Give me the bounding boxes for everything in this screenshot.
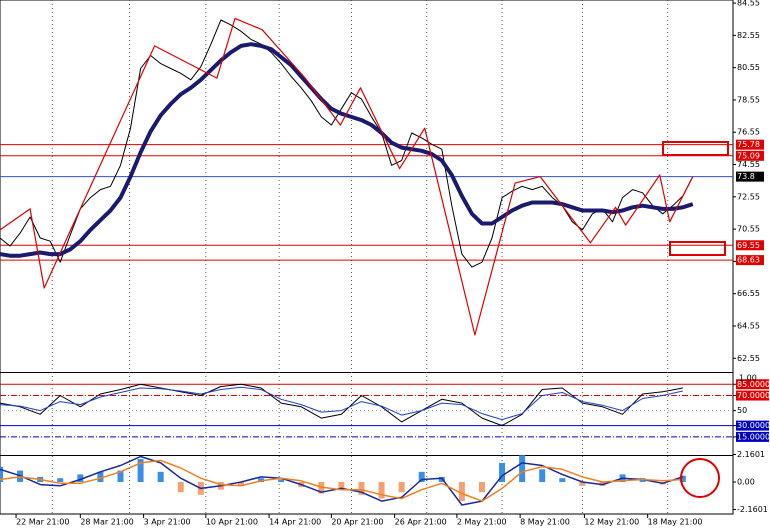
y-label-box [736,431,769,442]
histogram-bar [97,471,104,483]
y-tick-label: 30.0000 [737,421,770,430]
y-tick-label: 72.55 [737,192,760,201]
y-tick-label: 66.55 [737,289,760,298]
histogram-bar [458,482,465,502]
x-tick-label: 26 Apr 21:00 [395,518,447,527]
histogram-bar [278,479,285,483]
y-tick-label: 70.55 [737,225,760,234]
annotation-box [669,241,726,256]
histogram-bar [117,470,124,483]
y-top-label: 1.00 [739,374,757,383]
x-tick-label: 2 May 21:00 [457,518,507,527]
y-tick-label: 76.55 [737,128,760,137]
y-tick-label: 85.0000 [737,380,770,389]
histogram-bar [478,482,485,493]
x-tick-label: 3 Apr 21:00 [144,518,191,527]
y-tick-label: 50 [737,406,747,415]
histogram-bar [338,482,345,490]
x-tick-label: 20 Apr 21:00 [331,518,383,527]
histogram-bar [418,471,425,483]
level-label: 75.09 [737,151,760,160]
histogram-bar [237,482,244,486]
x-tick-label: 12 May 21:00 [584,518,639,527]
level-label: 75.78 [737,140,760,149]
histogram-bar [77,474,84,483]
y-tick-label: 70.0000 [737,391,770,400]
x-tick-label: 14 Apr 21:00 [269,518,321,527]
series-line [0,383,683,427]
y-tick-label: 80.55 [737,63,760,72]
y-label-box [736,379,769,390]
level-label: 73.8 [737,172,755,181]
x-tick-label: 18 May 21:00 [648,518,703,527]
level-label-box [736,255,764,266]
series-line [0,42,694,258]
histogram-bar [358,482,365,495]
y-tick-label: 78.55 [737,95,760,104]
y-label-box [736,420,769,431]
y-tick-label: 15.0000 [737,432,770,441]
level-label-box [736,171,764,182]
series-line [0,386,683,421]
annotation-box [662,141,729,156]
histogram-bar [398,482,405,493]
level-label: 68.63 [737,256,760,265]
y-tick-label: 62.55 [737,354,760,363]
histogram-bar [157,471,164,483]
histogram-bar [559,478,566,483]
y-tick-label: 84.55 [737,0,760,8]
y-tick-label: 0.00 [737,478,755,487]
y-tick-label: 64.55 [737,321,760,330]
histogram-bar [519,455,526,483]
histogram-bar [539,469,546,483]
y-tick-label: -2.1601 [737,505,768,514]
series-line [0,17,694,336]
plot-frame [0,0,734,515]
histogram-bar [177,482,184,493]
level-label-box [736,240,764,251]
histogram-bar [57,478,64,483]
level-label: 69.55 [737,241,760,250]
annotation-circle [680,458,720,498]
histogram-bar [0,466,3,483]
y-tick-label: 82.55 [737,31,760,40]
level-label-box [736,150,764,161]
level-label-box [736,139,764,150]
x-tick-label: 8 May 21:00 [520,518,570,527]
histogram-bar [378,482,385,499]
histogram-bar [499,462,506,483]
x-tick-label: 10 Apr 21:00 [206,518,258,527]
series-line [0,459,683,502]
y-label-box [736,390,769,401]
x-tick-label: 28 Mar 21:00 [80,518,133,527]
y-tick-label: 74.55 [737,160,760,169]
series-line [0,455,684,506]
histogram-bar [579,482,586,486]
histogram-bar [679,475,686,483]
x-tick-label: 22 Mar 21:00 [16,518,69,527]
y-tick-label: 2.1601 [737,450,765,459]
histogram-bar [438,476,445,483]
histogram-bar [137,459,144,483]
